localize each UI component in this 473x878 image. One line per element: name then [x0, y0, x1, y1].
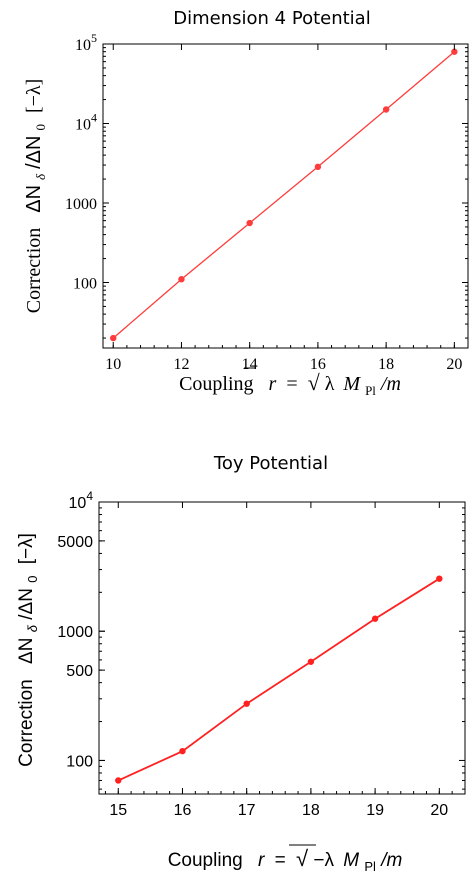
y-axis: 100 500 1000 5000 104 [57, 489, 465, 790]
plot-frame [102, 43, 469, 349]
x-tick-label: 15 [109, 802, 127, 819]
data-point [307, 658, 315, 665]
x-axis-label: Coupling r = √ λ M Pl /m [179, 370, 401, 400]
plot-area [115, 575, 443, 784]
x-tick-label: 14 [242, 356, 258, 373]
x-axis-label: Coupling r = √ −λ M Pl /m [168, 846, 403, 876]
chart-title: Toy Potential [213, 453, 328, 474]
series-line [112, 51, 455, 339]
x-axis: 15 16 17 18 19 20 [104, 502, 466, 819]
chart-toy: Toy Potential 15 16 17 18 19 20 100 500 1000 500… [16, 453, 466, 876]
x-tick-label: 18 [302, 802, 320, 819]
y-tick-label: 104 [75, 110, 97, 133]
y-axis: 100 1000 104 105 [65, 31, 468, 339]
x-tick-label: 20 [430, 802, 448, 819]
x-tick-label: 12 [173, 356, 189, 373]
x-tick-label: 10 [105, 356, 121, 373]
chart-dimension-4: Dimension 4 Potential 10 12 14 16 18 20 10010… [23, 8, 469, 400]
data-point [371, 615, 379, 622]
data-point [451, 48, 458, 55]
series-line [117, 577, 440, 782]
x-tick-label: 18 [378, 356, 394, 373]
data-point [243, 700, 250, 707]
data-point [110, 334, 117, 342]
y-axis-label: Correction ΔN δ /ΔN 0 [−λ] [16, 533, 42, 767]
y-tick-label: 105 [75, 31, 97, 54]
y-tick-label: 1000 [57, 624, 93, 641]
data-point [178, 276, 185, 283]
data-point [382, 106, 390, 113]
x-tick-label: 16 [310, 356, 326, 373]
x-axis: 10 12 14 16 18 20 [105, 44, 469, 373]
y-tick-label: 1000 [65, 196, 97, 213]
x-tick-label: 20 [446, 356, 462, 373]
y-axis-label: Correction ΔN δ /ΔN 0 [−λ] [23, 79, 50, 314]
data-point [314, 163, 322, 171]
x-tick-label: 19 [366, 802, 384, 819]
y-tick-label: 500 [66, 663, 93, 680]
data-point [436, 575, 443, 582]
y-tick-label: 104 [69, 489, 94, 512]
data-point [179, 747, 186, 755]
x-tick-label: 17 [238, 802, 256, 819]
chart-title: Dimension 4 Potential [173, 8, 370, 29]
plot-area [110, 48, 458, 342]
plot-frame [98, 501, 466, 795]
data-point [246, 219, 253, 227]
y-tick-label: 100 [66, 753, 93, 770]
x-tick-label: 16 [174, 802, 192, 819]
y-tick-label: 5000 [57, 534, 93, 551]
data-point [115, 777, 122, 784]
y-tick-label: 100 [73, 275, 97, 292]
